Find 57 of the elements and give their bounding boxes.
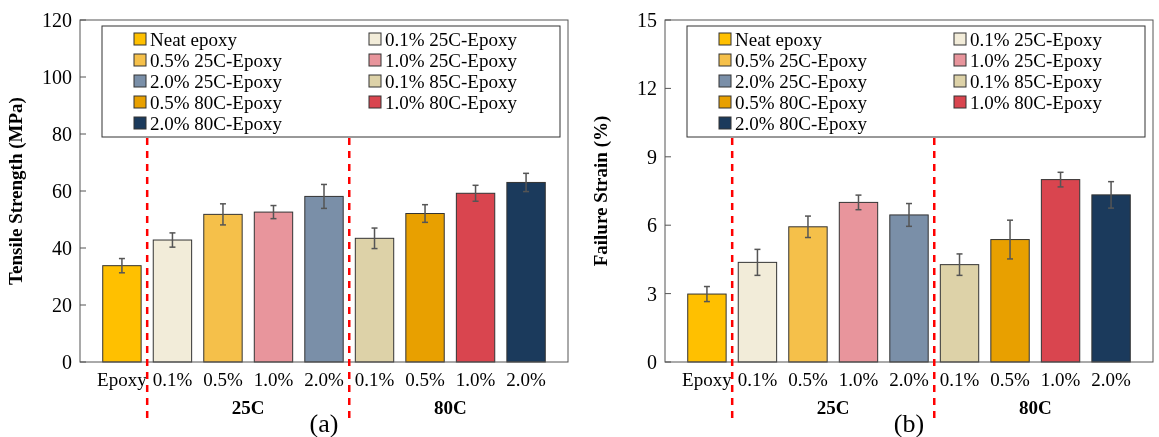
x-tick-label: 0.5%	[203, 369, 243, 390]
legend-label: 1.0% 25C-Epoxy	[970, 49, 1103, 71]
x-tick-label: Epoxy	[97, 369, 148, 390]
legend-label: 0.5% 80C-Epoxy	[150, 91, 283, 113]
legend-label: 2.0% 25C-Epoxy	[735, 70, 868, 92]
y-tick-label: 60	[52, 180, 72, 202]
x-tick-label: 1.0%	[253, 369, 294, 390]
text: (a)	[309, 409, 339, 437]
y-tick-label: 20	[52, 294, 72, 316]
legend-label: 0.5% 25C-Epoxy	[150, 49, 283, 71]
x-tick-label: 0.5%	[990, 369, 1030, 390]
y-axis-title: Tensile Strength (MPa)	[5, 97, 27, 285]
x-tick-label: 2.0%	[1091, 369, 1132, 390]
legend-label: 0.1% 25C-Epoxy	[385, 28, 518, 50]
x-tick-label: Epoxy	[682, 369, 733, 390]
text: 25C	[816, 397, 850, 418]
x-tick-label: 2.0%	[304, 369, 344, 390]
legend-label: Neat epoxy	[150, 28, 238, 50]
y-tick-label: 15	[637, 9, 657, 31]
x-tick-label: 2.0%	[889, 369, 929, 390]
y-tick-label: 80	[52, 123, 72, 145]
x-tick-label: 2.0%	[506, 369, 547, 390]
y-tick-label: 9	[647, 145, 657, 168]
legend-label: 0.1% 85C-Epoxy	[385, 70, 518, 92]
legend-label: Neat epoxy	[735, 28, 823, 50]
x-tick-label: 1.0%	[1040, 369, 1081, 390]
legend-label: 2.0% 80C-Epoxy	[735, 112, 868, 134]
y-tick-label: 0	[647, 351, 657, 373]
text: 80C	[1018, 397, 1052, 418]
x-tick-label: 0.1%	[152, 369, 193, 390]
legend-label: 0.1% 25C-Epoxy	[970, 28, 1103, 50]
x-tick-label: 1.0%	[455, 369, 496, 390]
legend-label: 0.5% 80C-Epoxy	[735, 91, 868, 113]
text: 25C	[231, 397, 265, 418]
y-tick-label: 40	[52, 237, 72, 259]
y-tick-label: 6	[647, 214, 657, 237]
legend-label: 1.0% 80C-Epoxy	[385, 91, 518, 113]
x-tick-label: 0.1%	[939, 369, 980, 390]
legend-label: 2.0% 80C-Epoxy	[150, 112, 283, 134]
x-tick-label: 0.5%	[405, 369, 445, 390]
y-tick-label: 12	[637, 77, 657, 100]
y-tick-label: 3	[647, 282, 657, 305]
y-tick-label: 0	[62, 351, 72, 373]
y-tick-label: 120	[42, 9, 72, 31]
text: (b)	[893, 409, 925, 437]
x-tick-label: 1.0%	[838, 369, 879, 390]
text: 80C	[433, 397, 467, 418]
legend-label: 2.0% 25C-Epoxy	[150, 70, 283, 92]
y-tick-label: 100	[42, 66, 72, 88]
x-tick-label: 0.1%	[354, 369, 395, 390]
legend-label: 0.5% 25C-Epoxy	[735, 49, 868, 71]
x-tick-label: 0.5%	[788, 369, 828, 390]
y-axis-title: Failure Strain (%)	[590, 115, 612, 267]
x-tick-label: 0.1%	[737, 369, 778, 390]
legend-label: 1.0% 80C-Epoxy	[970, 91, 1103, 113]
legend-label: 0.1% 85C-Epoxy	[970, 70, 1103, 92]
legend-label: 1.0% 25C-Epoxy	[385, 49, 518, 71]
